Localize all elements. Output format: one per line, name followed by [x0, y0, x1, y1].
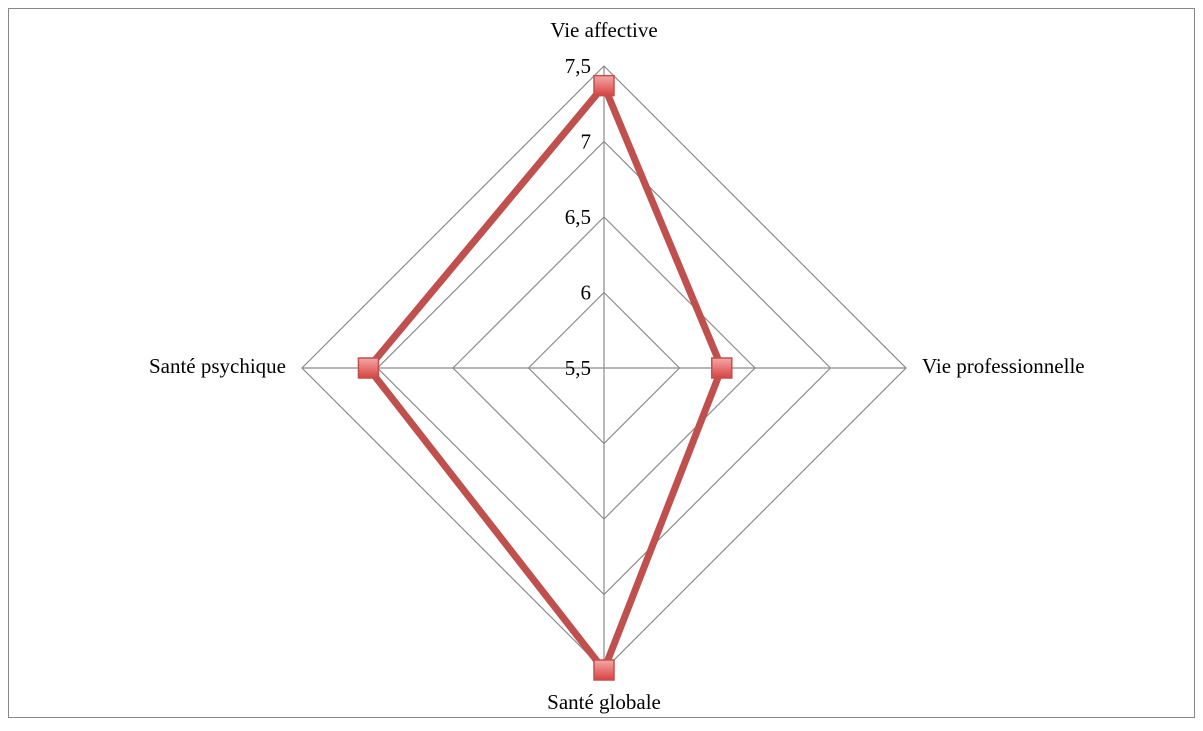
- r-tick-label: 5,5: [565, 356, 591, 380]
- category-label: Santé globale: [547, 690, 661, 714]
- r-tick-label: 6,5: [565, 205, 591, 229]
- marker: [357, 357, 380, 379]
- r-tick-label: 7: [581, 129, 592, 153]
- marker: [593, 659, 615, 681]
- marker: [711, 357, 733, 379]
- plot: [357, 74, 733, 681]
- category-label: Vie professionnelle: [922, 354, 1085, 378]
- category-label: Vie affective: [550, 18, 657, 42]
- category-label: Santé psychique: [149, 354, 286, 378]
- labels: 5,5 6 6,5 7 7,5 Vie affective Vie professionne…: [149, 18, 1085, 714]
- chart-border: [8, 8, 1195, 718]
- r-tick-label: 6: [581, 280, 592, 304]
- r-tick-label: 7,5: [565, 54, 591, 78]
- marker: [593, 74, 615, 97]
